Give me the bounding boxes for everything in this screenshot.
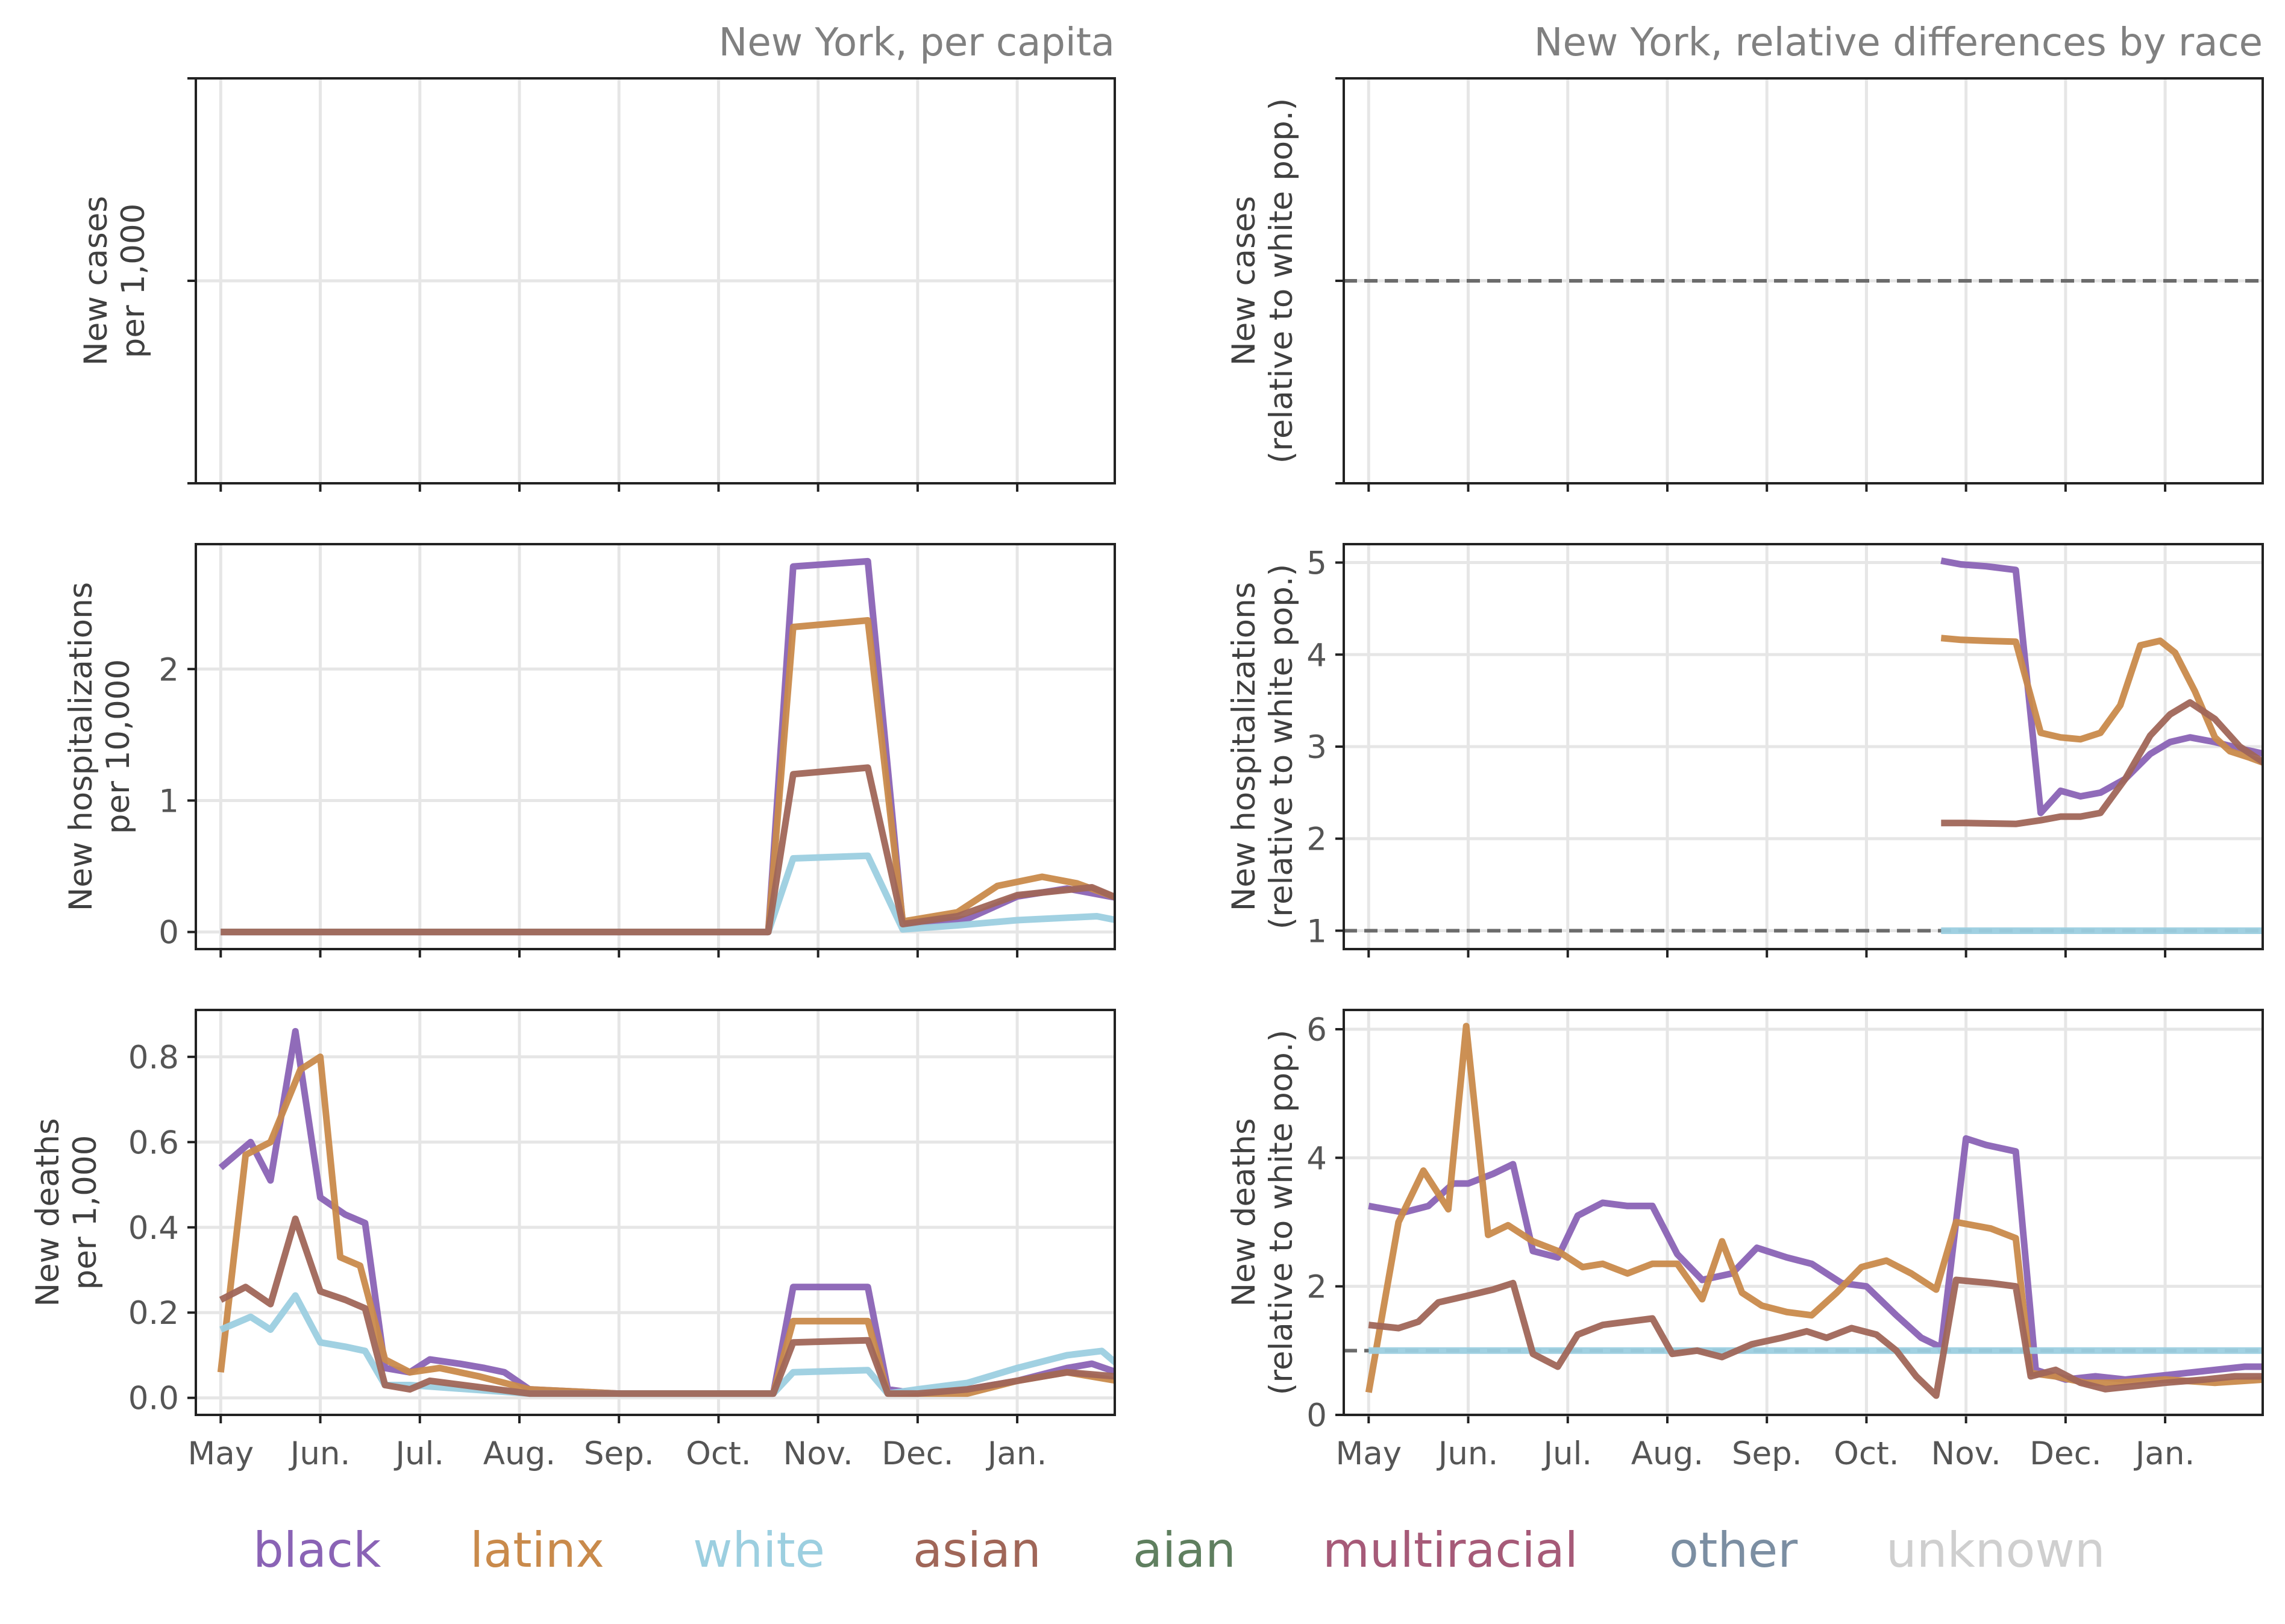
legend-item-multiracial: multiracial — [1323, 1522, 1578, 1578]
x-tick-label: Nov. — [1931, 1435, 2001, 1472]
y-tick-label: 2 — [158, 651, 179, 688]
series-line-asian — [1941, 699, 2263, 827]
series-group — [221, 557, 1115, 936]
y-tick-label: 6 — [1306, 1012, 1327, 1049]
panel-2: New cases(relative to white pop.) — [1226, 77, 2264, 492]
x-tick-label: Jul. — [393, 1435, 444, 1472]
y-tick-label: 0.2 — [128, 1295, 179, 1332]
y-tick-label: 2 — [1306, 1269, 1327, 1306]
series-line-latinx — [221, 617, 1115, 936]
x-tick-label: May — [188, 1435, 254, 1472]
y-axis-label: New deathsper 1,000 — [30, 1118, 104, 1306]
x-tick-label: Jan. — [2134, 1435, 2195, 1472]
series-line-asian — [221, 764, 1115, 936]
panel-5: May Jun. Jul. Aug. Sep. Oct. Nov. Dec. Jan. 0.0 0.… — [30, 1009, 1116, 1472]
y-axis-label: New deaths(relative to white pop.) — [1226, 1030, 1300, 1396]
series-line-asian — [219, 1215, 1115, 1397]
x-tick-label: Jul. — [1541, 1435, 1592, 1472]
panel-6: May Jun. Jul. Aug. Sep. Oct. Nov. Dec. Jan. 0 2 4 6N… — [1226, 1009, 2264, 1472]
x-tick-label: Jan. — [986, 1435, 1047, 1472]
legend-item-white: white — [693, 1522, 825, 1578]
y-axis-label: New cases(relative to white pop.) — [1226, 98, 1300, 464]
y-tick-label: 2 — [1306, 821, 1327, 858]
y-tick-label: 0.8 — [128, 1039, 179, 1076]
y-tick-label: 0.0 — [128, 1381, 179, 1417]
series-line-latinx — [1940, 635, 2263, 767]
y-tick-label: 0 — [1306, 1397, 1327, 1434]
y-axis-label: New casesper 1,000 — [78, 196, 152, 366]
right-column-title: New York, relative differences by race — [1534, 20, 2263, 65]
series-line-white — [221, 852, 1115, 936]
panel-1: New casesper 1,000 — [78, 77, 1116, 492]
y-tick-label: 5 — [1306, 545, 1327, 582]
series-line-white — [219, 1292, 1115, 1397]
series-group — [217, 1027, 1115, 1397]
y-tick-label: 4 — [1306, 1140, 1327, 1177]
series-line-black — [1368, 1135, 2263, 1383]
legend-item-black: black — [253, 1522, 381, 1578]
left-column-title: New York, per capita — [718, 20, 1115, 65]
y-axis-label: New hospitalizations(relative to white p… — [1226, 564, 1300, 930]
series-line-black — [218, 1027, 1115, 1397]
legend-item-other: other — [1669, 1522, 1798, 1578]
plot-frame — [195, 543, 1116, 950]
x-tick-label: Jun. — [289, 1435, 351, 1472]
y-tick-label: 4 — [1306, 637, 1327, 674]
x-tick-label: Dec. — [2030, 1435, 2101, 1472]
y-tick-label: 0.6 — [128, 1124, 179, 1161]
y-axis-label: New hospitalizationsper 10,000 — [63, 582, 137, 912]
legend: black latinx white asian aian multiracial othe… — [253, 1522, 2105, 1578]
plot-frame — [1343, 77, 2264, 484]
series-line-black — [1940, 557, 2263, 817]
plot-frame — [1343, 1009, 2264, 1416]
panel-3: 0 1 2 New hospitalizationsper 10,000 — [63, 543, 1116, 958]
plot-frame — [195, 1009, 1116, 1416]
y-tick-label: 1 — [1306, 913, 1327, 950]
y-tick-label: 0.4 — [128, 1210, 179, 1247]
series-group — [1365, 1023, 2263, 1399]
x-tick-label: Sep. — [584, 1435, 654, 1472]
x-tick-label: Jun. — [1437, 1435, 1499, 1472]
x-tick-label: Aug. — [1631, 1435, 1704, 1472]
plot-frame — [1343, 543, 2264, 950]
x-tick-label: Dec. — [882, 1435, 953, 1472]
x-tick-label: Oct. — [1834, 1435, 1899, 1472]
y-tick-label: 3 — [1306, 729, 1327, 766]
plot-frame — [195, 77, 1116, 484]
legend-item-unknown: unknown — [1886, 1522, 2105, 1578]
x-tick-label: Sep. — [1732, 1435, 1802, 1472]
legend-item-aian: aian — [1133, 1522, 1236, 1578]
series-line-black — [221, 557, 1115, 936]
x-tick-label: Nov. — [783, 1435, 853, 1472]
y-tick-label: 0 — [158, 915, 179, 952]
legend-item-asian: asian — [913, 1522, 1041, 1578]
x-tick-label: May — [1336, 1435, 1402, 1472]
x-tick-label: Oct. — [686, 1435, 751, 1472]
series-line-asian — [1368, 1276, 2263, 1399]
legend-item-latinx: latinx — [470, 1522, 604, 1578]
x-tick-label: Aug. — [483, 1435, 556, 1472]
y-tick-label: 1 — [158, 783, 179, 820]
panels: New casesper 1,000 New cases(relative to … — [30, 77, 2264, 1472]
series-group — [1940, 557, 2263, 934]
series-line-latinx — [217, 1053, 1115, 1397]
